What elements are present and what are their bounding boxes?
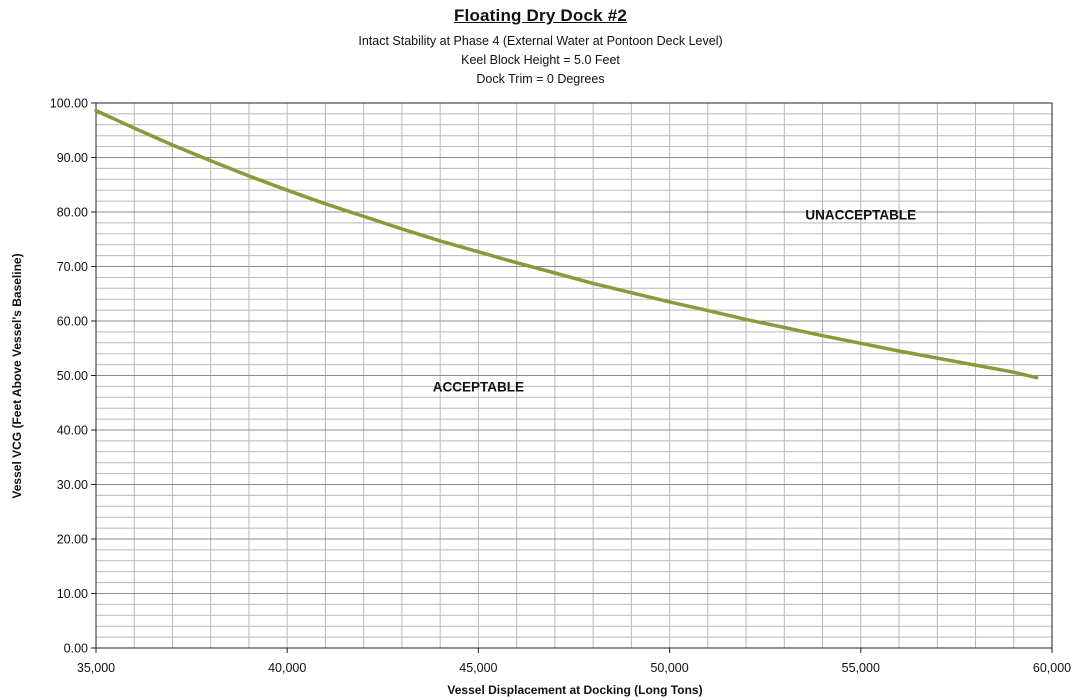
y-tick-label: 10.00: [57, 587, 88, 601]
y-tick-label: 20.00: [57, 533, 88, 547]
x-tick-label: 55,000: [842, 661, 880, 675]
x-tick-label: 40,000: [268, 661, 306, 675]
region-label-acceptable: ACCEPTABLE: [433, 379, 524, 394]
x-tick-label: 60,000: [1033, 661, 1071, 675]
region-label-unacceptable: UNACCEPTABLE: [805, 208, 916, 223]
x-axis: 35,000 40,000 45,000 50,000 55,000 60,000: [77, 648, 1071, 675]
y-tick-label: 0.00: [64, 642, 88, 656]
y-tick-label: 40.00: [57, 424, 88, 438]
series-layer: [94, 108, 1039, 380]
y-tick-label: 80.00: [57, 206, 88, 220]
stability-limit-line: [94, 108, 1039, 380]
y-tick-label: 30.00: [57, 478, 88, 492]
x-axis-title: Vessel Displacement at Docking (Long Ton…: [447, 683, 702, 697]
chart-title: Floating Dry Dock #2: [453, 6, 628, 25]
x-tick-label: 45,000: [459, 661, 497, 675]
y-axis: 0.00 10.00 20.00 30.00 40.00 50.00 60.00 70.00 8…: [50, 97, 96, 656]
y-tick-label: 90.00: [57, 151, 88, 165]
grid-lines: [96, 103, 1052, 648]
chart-subtitle-keel-block: Keel Block Height = 5.0 Feet: [461, 53, 620, 67]
y-tick-label: 70.00: [57, 260, 88, 274]
chart-subtitle-trim: Dock Trim = 0 Degrees: [476, 72, 605, 86]
x-tick-label: 50,000: [650, 661, 688, 675]
y-tick-label: 60.00: [57, 315, 88, 329]
chart-subtitle-phase: Intact Stability at Phase 4 (External Wa…: [358, 34, 723, 48]
y-axis-title: Vessel VCG (Feet Above Vessel's Baseline…: [10, 253, 24, 498]
y-tick-label: 50.00: [57, 369, 88, 383]
x-tick-label: 35,000: [77, 661, 115, 675]
y-tick-label: 100.00: [50, 97, 88, 111]
